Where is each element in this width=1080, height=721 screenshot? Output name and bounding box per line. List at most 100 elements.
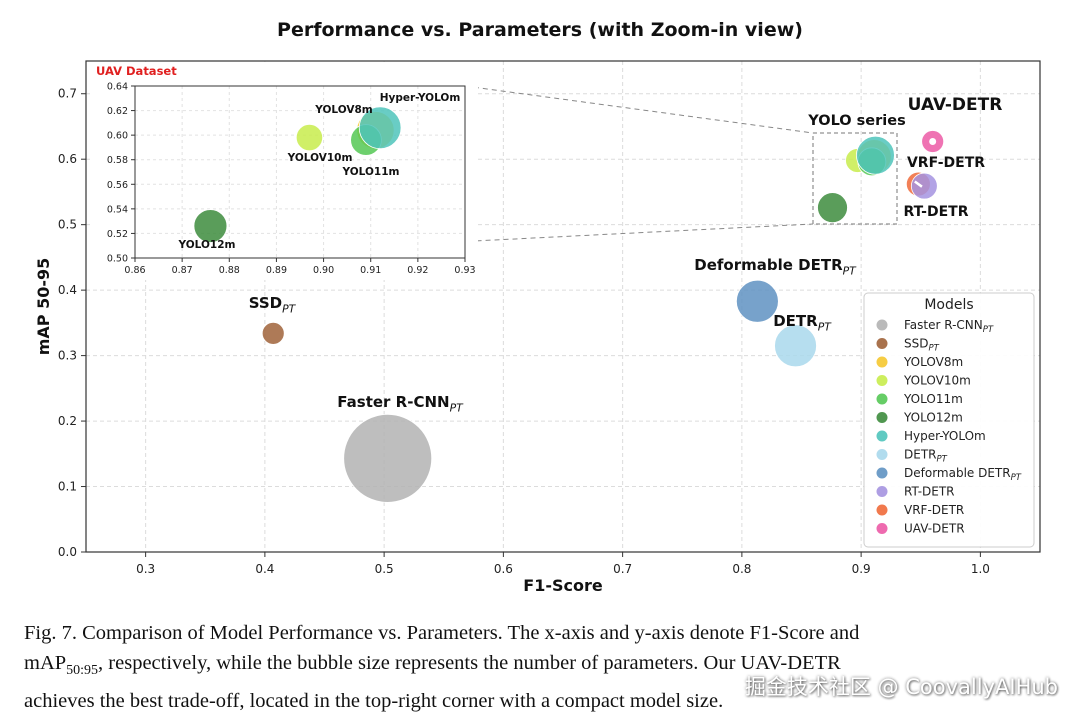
annotation-detr-sub: PT <box>818 321 833 334</box>
yolo-series-box <box>812 132 898 225</box>
legend-swatch-vrf-detr <box>876 504 888 516</box>
y-tick-label: 0.2 <box>58 414 77 428</box>
inset-x-tick-label: 0.88 <box>219 265 240 276</box>
inset-bubble-yolo12m <box>193 209 228 243</box>
legend-swatch-detr <box>876 449 888 460</box>
inset-label: UAV Dataset <box>96 64 177 78</box>
legend-label-yolo11m: YOLO11m <box>903 392 963 406</box>
inset-y-tick-label: 0.54 <box>107 204 128 215</box>
bubble-deformable-detr <box>735 279 779 323</box>
legend-label-text: YOLO12m <box>903 411 963 425</box>
annotation-detr: DETRPT <box>773 312 832 334</box>
annotation-faster-rcnn-text: Faster R-CNN <box>337 393 449 411</box>
inset-label-yolov10m: YOLOV10m <box>287 152 353 164</box>
y-axis-label: mAP 50-95 <box>34 258 53 356</box>
legend-label-sub: PT <box>937 455 948 465</box>
legend-swatch-yolov10m <box>876 375 888 386</box>
legend-label-sub: PT <box>983 325 994 335</box>
inset-label-hyper-yolom: Hyper-YOLOm <box>380 92 461 104</box>
inset-y-tick-label: 0.60 <box>107 131 128 142</box>
legend-label-ssd: SSDPT <box>904 337 940 354</box>
inset-x-tick-label: 0.90 <box>313 265 334 276</box>
legend-swatch-deformable-detr <box>876 467 888 479</box>
bubble-ssd <box>261 321 285 345</box>
inset-x-tick-label: 0.87 <box>172 265 193 276</box>
y-tick-label: 0.0 <box>58 545 77 559</box>
annotation-deformable-detr-text: Deformable DETR <box>694 256 843 274</box>
legend-swatch-yolo11m <box>876 393 888 405</box>
annotation-uav-detr: UAV-DETR <box>908 95 1003 115</box>
legend-label-yolov10m: YOLOV10m <box>903 374 971 388</box>
annotation-deformable-detr-sub: PT <box>843 265 858 278</box>
legend-label-rt-detr: RT-DETR <box>904 485 955 499</box>
legend-label-text: SSD <box>904 337 928 351</box>
uav-detr-marker <box>929 138 937 146</box>
x-tick-label: 0.5 <box>375 562 394 576</box>
inset-frame <box>134 85 466 259</box>
y-tick-label: 0.3 <box>58 349 77 363</box>
legend-label-sub: PT <box>928 344 939 354</box>
bubble-rt-detr <box>910 172 938 200</box>
inset-bubble-yolov10m <box>295 124 324 152</box>
bubble-yolo12m <box>817 192 848 224</box>
legend-label-deformable-detr: Deformable DETRPT <box>904 466 1022 483</box>
x-tick-label: 0.7 <box>613 562 632 576</box>
legend-label-uav-detr: UAV-DETR <box>904 522 965 536</box>
x-tick-label: 0.6 <box>494 562 513 576</box>
x-tick-label: 1.0 <box>971 562 990 576</box>
legend-label-text: YOLOV10m <box>903 374 971 388</box>
bubble-hyper-yolom <box>856 135 895 175</box>
inset-y-tick-label: 0.62 <box>107 106 128 117</box>
legend-swatch-yolov8m <box>876 356 888 368</box>
bubble-detr <box>774 324 817 368</box>
inset-x-tick-label: 0.89 <box>266 265 287 276</box>
annotation-ssd: SSDPT <box>249 294 297 316</box>
inset-label-yolo11m: YOLO11m <box>342 166 400 178</box>
legend-label-vrf-detr: VRF-DETR <box>904 503 964 517</box>
legend-label-text: Faster R-CNN <box>904 318 983 332</box>
inset-x-tick-label: 0.91 <box>360 265 381 276</box>
y-tick-label: 0.7 <box>58 87 77 101</box>
inset-y-tick-label: 0.56 <box>107 180 128 191</box>
legend-swatch-yolo12m <box>876 412 888 423</box>
inset-x-tick-label: 0.92 <box>407 265 428 276</box>
legend-label-sub: PT <box>1011 473 1022 483</box>
inset-connector-top <box>464 85 814 134</box>
inset-label-yolov8m: YOLOV8m <box>314 104 373 116</box>
plot-frame <box>85 60 1041 553</box>
legend-label-text: Hyper-YOLOm <box>904 429 986 443</box>
caption-map: mAP <box>24 652 67 674</box>
caption-line-1: Fig. 7. Comparison of Model Performance … <box>24 622 860 644</box>
annotation-faster-rcnn: Faster R-CNNPT <box>337 393 464 415</box>
inset-y-tick-label: 0.52 <box>107 229 128 240</box>
x-axis-label: F1-Score <box>523 576 603 595</box>
caption-line-3: achieves the best trade-off, located in … <box>24 690 724 713</box>
annotation-yolo-series: YOLO series <box>807 113 905 129</box>
annotation-deformable-detr: Deformable DETRPT <box>694 256 857 278</box>
legend-swatch-ssd <box>876 338 888 349</box>
inset-bubble-hyper-yolom <box>358 106 402 150</box>
legend-label-text: DETR <box>904 448 937 462</box>
legend-label-text: Deformable DETR <box>904 466 1011 480</box>
bubble-faster-r-cnn <box>343 413 433 503</box>
figure-caption: Fig. 7. Comparison of Model Performance … <box>24 618 1058 716</box>
inset-y-tick-label: 0.50 <box>107 254 128 265</box>
annotation-ssd-sub: PT <box>282 303 297 316</box>
inset-background <box>92 62 478 280</box>
legend-label-text: UAV-DETR <box>904 522 965 536</box>
caption-map-sub: 50:95 <box>66 663 99 679</box>
x-tick-label: 0.4 <box>255 562 274 576</box>
legend-label-faster-r-cnn: Faster R-CNNPT <box>904 318 994 335</box>
chart: Performance vs. Parameters (with Zoom-in… <box>34 19 1041 595</box>
legend-swatch-uav-detr <box>876 523 888 534</box>
inset-y-tick-label: 0.64 <box>107 82 128 93</box>
annotation-ssd-text: SSD <box>249 294 282 312</box>
legend-label-hyper-yolom: Hyper-YOLOm <box>904 429 986 443</box>
legend-title: Models <box>924 297 973 313</box>
legend-label-text: VRF-DETR <box>904 503 964 517</box>
legend-label-yolo12m: YOLO12m <box>903 411 963 425</box>
chart-title: Performance vs. Parameters (with Zoom-in… <box>277 19 803 41</box>
y-tick-label: 0.4 <box>58 283 77 297</box>
legend-label-text: YOLO11m <box>903 392 963 406</box>
caption-line-2-text: , respectively, while the bubble size re… <box>98 652 841 674</box>
